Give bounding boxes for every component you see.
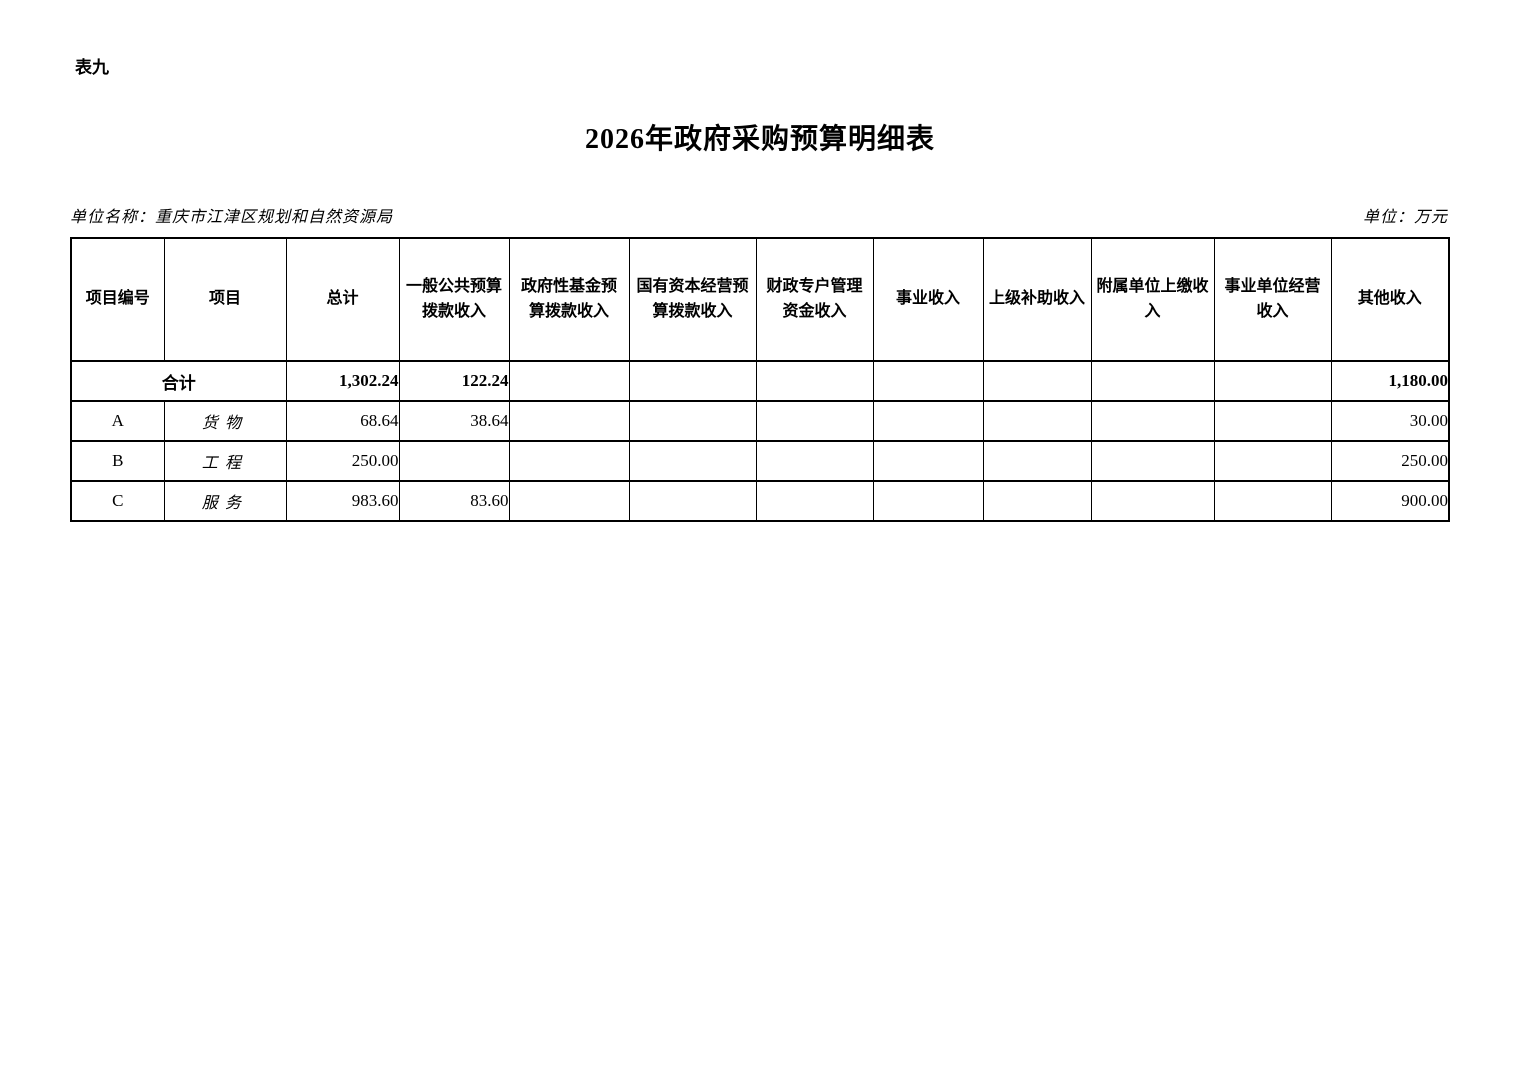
row-value-general-public: 83.60 xyxy=(398,480,510,522)
row-value-superior-subsidy xyxy=(982,400,1092,442)
row-value-state-capital xyxy=(628,400,757,442)
row-value-business-operation xyxy=(1213,480,1332,522)
row-value-state-capital xyxy=(628,480,757,522)
row-value-business-operation xyxy=(1213,400,1332,442)
row-value-general-public xyxy=(398,440,510,482)
row-name: 服务 xyxy=(163,480,287,522)
row-value-operational xyxy=(872,400,984,442)
table-row-total: 合计 1,302.24 122.24 1,180.00 xyxy=(70,360,1450,402)
total-value-govt-fund xyxy=(508,360,630,402)
row-code: C xyxy=(70,480,165,522)
row-value-govt-fund xyxy=(508,400,630,442)
total-value-fiscal-account xyxy=(755,360,874,402)
page-title: 2026年政府采购预算明细表 xyxy=(584,124,935,155)
row-code: B xyxy=(70,440,165,482)
table-row-goods: A 货物 68.64 38.64 30.00 xyxy=(70,400,1450,442)
table-tag: 表九 xyxy=(75,58,109,77)
col-header-other-income: 其他收入 xyxy=(1330,237,1450,362)
row-value-total: 68.64 xyxy=(285,400,400,442)
col-header-fiscal-account-funds: 财政专户管理资金收入 xyxy=(755,237,874,362)
col-header-state-capital-budget: 国有资本经营预算拨款收入 xyxy=(628,237,757,362)
row-value-fiscal-account xyxy=(755,480,874,522)
total-value-affiliated-unit xyxy=(1090,360,1215,402)
total-value-state-capital xyxy=(628,360,757,402)
row-value-business-operation xyxy=(1213,440,1332,482)
total-value-superior-subsidy xyxy=(982,360,1092,402)
row-value-operational xyxy=(872,480,984,522)
row-value-govt-fund xyxy=(508,480,630,522)
total-value-other: 1,180.00 xyxy=(1330,360,1450,402)
row-value-state-capital xyxy=(628,440,757,482)
row-value-operational xyxy=(872,440,984,482)
col-header-superior-subsidy: 上级补助收入 xyxy=(982,237,1092,362)
row-value-total: 983.60 xyxy=(285,480,400,522)
row-value-fiscal-account xyxy=(755,440,874,482)
total-value-operational xyxy=(872,360,984,402)
col-header-business-operation-income: 事业单位经营收入 xyxy=(1213,237,1332,362)
procurement-budget-table: 项目编号 项目 总计 一般公共预算拨款收入 政府性基金预算拨款收入 国有资本经营… xyxy=(70,237,1450,522)
col-header-general-public-budget: 一般公共预算拨款收入 xyxy=(398,237,510,362)
row-name: 货物 xyxy=(163,400,287,442)
col-header-affiliated-unit-payment: 附属单位上缴收入 xyxy=(1090,237,1215,362)
col-header-operational-income: 事业收入 xyxy=(872,237,984,362)
row-name: 工程 xyxy=(163,440,287,482)
meta-row: 单位名称：重庆市江津区规划和自然资源局 单位：万元 xyxy=(70,203,1448,227)
row-value-other: 30.00 xyxy=(1330,400,1450,442)
col-header-item: 项目 xyxy=(163,237,287,362)
table-row-services: C 服务 983.60 83.60 900.00 xyxy=(70,480,1450,522)
row-value-fiscal-account xyxy=(755,400,874,442)
total-value-business-operation xyxy=(1213,360,1332,402)
unit-name-label: 单位名称：重庆市江津区规划和自然资源局 xyxy=(70,209,394,226)
row-value-other: 900.00 xyxy=(1330,480,1450,522)
row-value-other: 250.00 xyxy=(1330,440,1450,482)
col-header-govt-fund-budget: 政府性基金预算拨款收入 xyxy=(508,237,630,362)
row-value-superior-subsidy xyxy=(982,440,1092,482)
header-row: 项目编号 项目 总计 一般公共预算拨款收入 政府性基金预算拨款收入 国有资本经营… xyxy=(70,237,1450,362)
row-code: A xyxy=(70,400,165,442)
table-row-engineering: B 工程 250.00 250.00 xyxy=(70,440,1450,482)
row-value-superior-subsidy xyxy=(982,480,1092,522)
row-value-govt-fund xyxy=(508,440,630,482)
row-value-affiliated-unit xyxy=(1090,480,1215,522)
total-value-total: 1,302.24 xyxy=(285,360,400,402)
total-value-general-public: 122.24 xyxy=(398,360,510,402)
unit-of-measure-label: 单位：万元 xyxy=(1362,209,1448,226)
row-value-affiliated-unit xyxy=(1090,440,1215,482)
col-header-total: 总计 xyxy=(285,237,400,362)
total-label: 合计 xyxy=(70,360,287,402)
row-value-total: 250.00 xyxy=(285,440,400,482)
row-value-general-public: 38.64 xyxy=(398,400,510,442)
row-value-affiliated-unit xyxy=(1090,400,1215,442)
col-header-item-code: 项目编号 xyxy=(70,237,165,362)
